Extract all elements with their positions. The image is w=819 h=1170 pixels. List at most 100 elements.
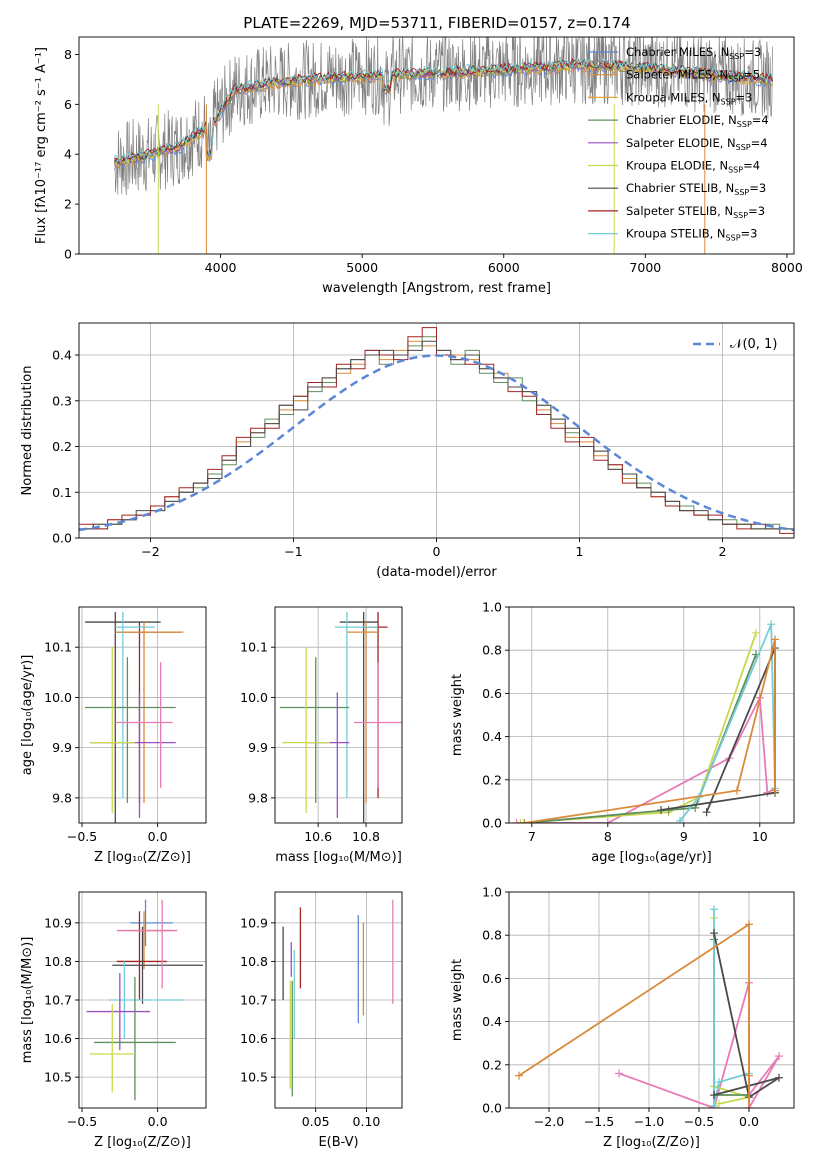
mass-weight-line [516, 694, 776, 823]
x-tick-label: 10 [752, 829, 768, 844]
legend-entry: Kroupa MILES, NSSP=3 [626, 90, 752, 106]
y-axis-label: mass weight [450, 674, 465, 756]
axes-frame [78, 322, 795, 539]
x-tick-label: 2 [719, 544, 727, 559]
plot-area [79, 892, 206, 1108]
panel-mass_vs_Z: −0.5 0.0 10.5 10.6 10.7 10.8 10.9 Z [log₁₀(Z/Z⊙… [20, 891, 207, 1150]
axes-frame [78, 891, 207, 1109]
x-tick-label: 0 [433, 544, 441, 559]
y-tick-label: 10.7 [44, 993, 72, 1008]
x-tick-label: 8 [604, 829, 612, 844]
y-tick-label: 0.8 [482, 928, 502, 943]
x-tick-label: 7000 [629, 260, 661, 275]
plot-area [79, 607, 206, 823]
y-tick-label: 6 [64, 97, 72, 112]
panel-mw_vs_age: 7 8 9 10 0.0 0.2 0.4 0.6 0.8 1.0 age [log₁₀(age/yr… [450, 600, 795, 865]
x-tick-label: −0.5 [67, 1114, 97, 1129]
mass-weight-line [520, 632, 757, 823]
y-tick-label: 10.9 [44, 915, 72, 930]
mass-weight-point [715, 1099, 723, 1108]
legend-entry: Kroupa STELIB, NSSP=3 [626, 227, 757, 243]
x-tick-label: −1.5 [584, 1114, 614, 1129]
y-tick-label: 2 [64, 197, 72, 212]
y-tick-label: 10.9 [240, 915, 268, 930]
x-axis-label: (data-model)/error [376, 565, 497, 580]
x-tick-label: 5000 [346, 260, 378, 275]
mass-weight-line [660, 647, 776, 813]
y-tick-label: 8 [64, 47, 72, 62]
x-tick-label: −0.5 [67, 829, 97, 844]
mass-weight-point [775, 1073, 783, 1082]
mass-weight-point [520, 819, 529, 823]
x-tick-label: 0.0 [739, 1114, 759, 1129]
x-tick-label: 8000 [771, 260, 803, 275]
plot-area [79, 323, 794, 538]
mass-weight-line [713, 932, 780, 1099]
x-tick-label: 6000 [488, 260, 520, 275]
plot-layer: 4000 5000 6000 7000 8000 0 2 4 6 8 wavelength [Ang… [20, 36, 803, 1150]
x-axis-label: Z [log₁₀(Z/Z⊙)] [603, 1135, 700, 1150]
legend-entry: Chabrier ELODIE, NSSP=4 [626, 113, 769, 129]
mass-weight-point [516, 819, 525, 823]
x-tick-label: −2.0 [534, 1114, 564, 1129]
y-tick-label: 10.5 [240, 1070, 268, 1085]
y-tick-label: 9.9 [52, 740, 72, 755]
spectrum-line [114, 57, 773, 162]
mass-weight-point [715, 1078, 723, 1087]
mass-weight-point [767, 620, 776, 629]
spectrum-line [114, 59, 773, 165]
figure-title: PLATE=2269, MJD=53711, FIBERID=0157, z=0… [243, 14, 630, 32]
y-tick-label: 0.6 [482, 971, 502, 986]
y-tick-label: 0.2 [52, 439, 72, 454]
x-axis-label: E(B-V) [318, 1135, 358, 1150]
x-axis-label: age [log₁₀(age/yr)] [591, 850, 712, 865]
y-tick-label: 0.6 [482, 686, 502, 701]
mass-weight-point [771, 635, 779, 644]
y-tick-label: 1.0 [482, 885, 502, 900]
mass-weight-point [603, 819, 612, 823]
y-tick-label: 10.1 [240, 640, 268, 655]
spectrum-line [114, 58, 773, 163]
y-tick-label: 10.0 [44, 690, 72, 705]
x-tick-label: 10.8 [352, 829, 380, 844]
plot-area [509, 892, 794, 1108]
axes-frame [78, 606, 207, 824]
y-tick-label: 1.0 [482, 600, 502, 615]
x-tick-label: −1.0 [634, 1114, 664, 1129]
y-tick-label: 0.1 [52, 485, 72, 500]
y-tick-label: 0.0 [52, 531, 72, 546]
mass-weight-point [745, 920, 753, 929]
legend-entry: Chabrier STELIB, NSSP=3 [626, 181, 766, 197]
x-tick-label: 0.05 [302, 1114, 330, 1129]
axes-frame [508, 891, 795, 1109]
y-tick-label: 10.0 [240, 690, 268, 705]
mass-weight-point [702, 808, 711, 817]
x-tick-label: 9 [680, 829, 688, 844]
legend-entry: Kroupa ELODIE, NSSP=4 [626, 159, 760, 175]
y-tick-label: 10.1 [44, 640, 72, 655]
plot-area [275, 607, 402, 823]
panel-age_vs_Z: −0.5 0.0 9.8 9.9 10.0 10.1 Z [log₁₀(Z/Z⊙)] age … [20, 606, 207, 865]
y-tick-label: 0.4 [482, 1014, 502, 1029]
normal-curve [79, 354, 794, 532]
y-tick-label: 9.8 [52, 790, 72, 805]
y-tick-label: 0.8 [482, 643, 502, 658]
mass-weight-point [775, 1052, 783, 1061]
mass-weight-line [524, 639, 776, 823]
mass-weight-point [745, 1071, 753, 1080]
x-tick-label: −2 [141, 544, 159, 559]
axes-frame [274, 606, 403, 824]
x-tick-label: −1 [284, 544, 302, 559]
y-tick-label: 9.9 [248, 740, 268, 755]
y-axis-label: mass weight [450, 959, 465, 1041]
panel-spectrum: 4000 5000 6000 7000 8000 0 2 4 6 8 wavelength [Ang… [34, 36, 803, 296]
y-tick-label: 10.8 [240, 954, 268, 969]
y-tick-label: 10.8 [44, 954, 72, 969]
y-tick-label: 0 [64, 247, 72, 262]
y-tick-label: 0.4 [52, 348, 72, 363]
mass-weight-point [710, 929, 718, 938]
mass-weight-line [524, 654, 757, 823]
mass-weight-line [518, 922, 750, 1108]
x-tick-label: 7 [528, 829, 536, 844]
mass-weight-point [512, 819, 521, 823]
